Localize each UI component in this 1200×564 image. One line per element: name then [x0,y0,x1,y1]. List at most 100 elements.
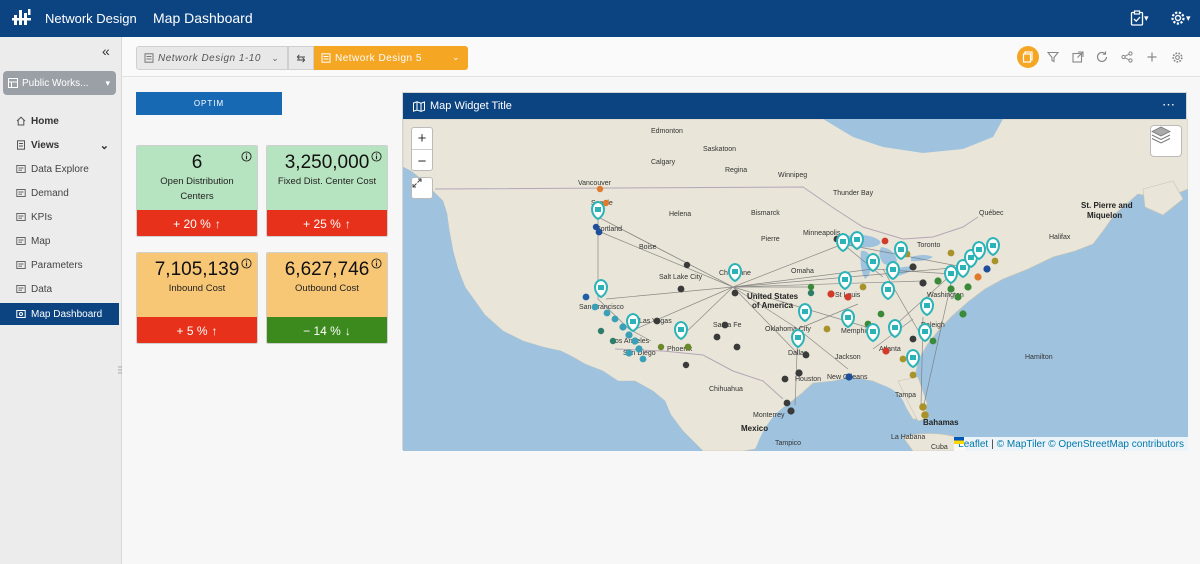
customer-dot[interactable] [795,369,803,377]
warehouse-marker-icon[interactable] [894,240,908,261]
optim-button[interactable]: OPTIM [136,92,282,115]
warehouse-marker-icon[interactable] [791,328,805,349]
customer-dot[interactable] [934,277,942,285]
warehouse-marker-icon[interactable] [836,232,850,253]
customer-dot[interactable] [881,237,889,245]
customer-dot[interactable] [991,257,999,265]
collapse-sidebar-icon[interactable]: « [102,43,110,59]
warehouse-marker-icon[interactable] [888,318,902,339]
app-logo-icon[interactable] [10,6,34,30]
add-widget-button[interactable] [1144,49,1160,65]
customer-dot[interactable] [682,361,690,369]
maptiler-osm-link[interactable]: © MapTiler © OpenStreetMap contributors [996,438,1184,450]
customer-dot[interactable] [602,199,610,207]
customer-dot[interactable] [733,343,741,351]
refresh-button[interactable] [1094,49,1110,65]
customer-dot[interactable] [983,265,991,273]
customer-dot[interactable] [591,303,599,311]
customer-dot[interactable] [845,373,853,381]
warehouse-marker-icon[interactable] [920,296,934,317]
customer-dot[interactable] [653,317,661,325]
warehouse-marker-icon[interactable] [986,236,1000,257]
customer-dot[interactable] [947,285,955,293]
warehouse-marker-icon[interactable] [728,262,742,283]
info-icon[interactable] [371,258,382,269]
customer-dot[interactable] [781,375,789,383]
warehouse-marker-icon[interactable] [918,322,932,343]
customer-dot[interactable] [954,293,962,301]
sidebar-item-map-dashboard[interactable]: Map Dashboard [0,303,119,325]
customer-dot[interactable] [964,283,972,291]
fullscreen-button[interactable] [411,177,433,199]
customer-dot[interactable] [721,321,729,329]
workspace-selector[interactable]: Public Works... ▾ [3,71,116,95]
customer-dot[interactable] [713,333,721,341]
sidebar-item-home[interactable]: Home [0,110,119,132]
info-icon[interactable] [241,151,252,162]
customer-dot[interactable] [919,279,927,287]
zoom-in-button[interactable]: + [412,128,432,150]
sidebar-item-parameters[interactable]: Parameters [0,254,119,276]
customer-dot[interactable] [787,407,795,415]
customer-dot[interactable] [947,249,955,257]
sidebar-item-kpis[interactable]: KPIs [0,206,119,228]
sidebar-item-demand[interactable]: Demand [0,182,119,204]
customer-dot[interactable] [639,355,647,363]
customer-dot[interactable] [877,310,885,318]
sidebar-resize-handle[interactable] [118,365,122,375]
settings-menu[interactable]: ▾ [1170,9,1191,27]
customer-dot[interactable] [929,337,937,345]
warehouse-marker-icon[interactable] [944,264,958,285]
customer-dot[interactable] [597,327,605,335]
dashboard-settings-button[interactable] [1169,49,1185,65]
zoom-out-button[interactable]: − [417,152,427,170]
warehouse-marker-icon[interactable] [866,322,880,343]
customer-dot[interactable] [684,343,692,351]
customer-dot[interactable] [823,325,831,333]
warehouse-marker-icon[interactable] [591,200,605,221]
customer-dot[interactable] [882,347,890,355]
customer-dot[interactable] [909,263,917,271]
customer-dot[interactable] [603,309,611,317]
warehouse-marker-icon[interactable] [972,240,986,261]
open-external-button[interactable] [1070,49,1086,65]
scenario-a-select[interactable]: Network Design 1-10 ⌄ [136,46,288,70]
warehouse-marker-icon[interactable] [881,280,895,301]
customer-dot[interactable] [635,345,643,353]
customer-dot[interactable] [625,349,633,357]
leaflet-link[interactable]: Leaflet [958,438,989,450]
customer-dot[interactable] [827,290,835,298]
customer-dot[interactable] [731,289,739,297]
customer-dot[interactable] [802,351,810,359]
warehouse-marker-icon[interactable] [850,230,864,251]
customer-dot[interactable] [625,331,633,339]
warehouse-marker-icon[interactable] [956,258,970,279]
warehouse-marker-icon[interactable] [626,312,640,333]
customer-dot[interactable] [631,337,639,345]
warehouse-marker-icon[interactable] [866,252,880,273]
customer-dot[interactable] [783,399,791,407]
warehouse-marker-icon[interactable] [906,348,920,369]
customer-dot[interactable] [921,411,929,419]
swap-scenarios-button[interactable]: ⇆ [288,46,314,70]
layers-button[interactable] [1150,125,1182,157]
warehouse-marker-icon[interactable] [594,278,608,299]
customer-dot[interactable] [919,403,927,411]
sidebar-item-map[interactable]: Map [0,230,119,252]
customer-dot[interactable] [974,273,982,281]
sidebar-item-data[interactable]: Data [0,278,119,300]
customer-dot[interactable] [592,223,600,231]
customer-dot[interactable] [909,371,917,379]
customer-dot[interactable] [859,283,867,291]
customer-dot[interactable] [899,355,907,363]
customer-dot[interactable] [807,283,815,291]
share-button[interactable] [1119,49,1135,65]
customer-dot[interactable] [619,323,627,331]
map-canvas[interactable]: Edmonton Saskatoon Calgary Regina Winnip… [403,119,1188,451]
info-icon[interactable] [371,151,382,162]
warehouse-marker-icon[interactable] [841,308,855,329]
sidebar-item-data-explore[interactable]: Data Explore [0,158,119,180]
tasks-menu[interactable]: ▾ [1130,9,1149,27]
customer-dot[interactable] [677,285,685,293]
customer-dot[interactable] [582,293,590,301]
